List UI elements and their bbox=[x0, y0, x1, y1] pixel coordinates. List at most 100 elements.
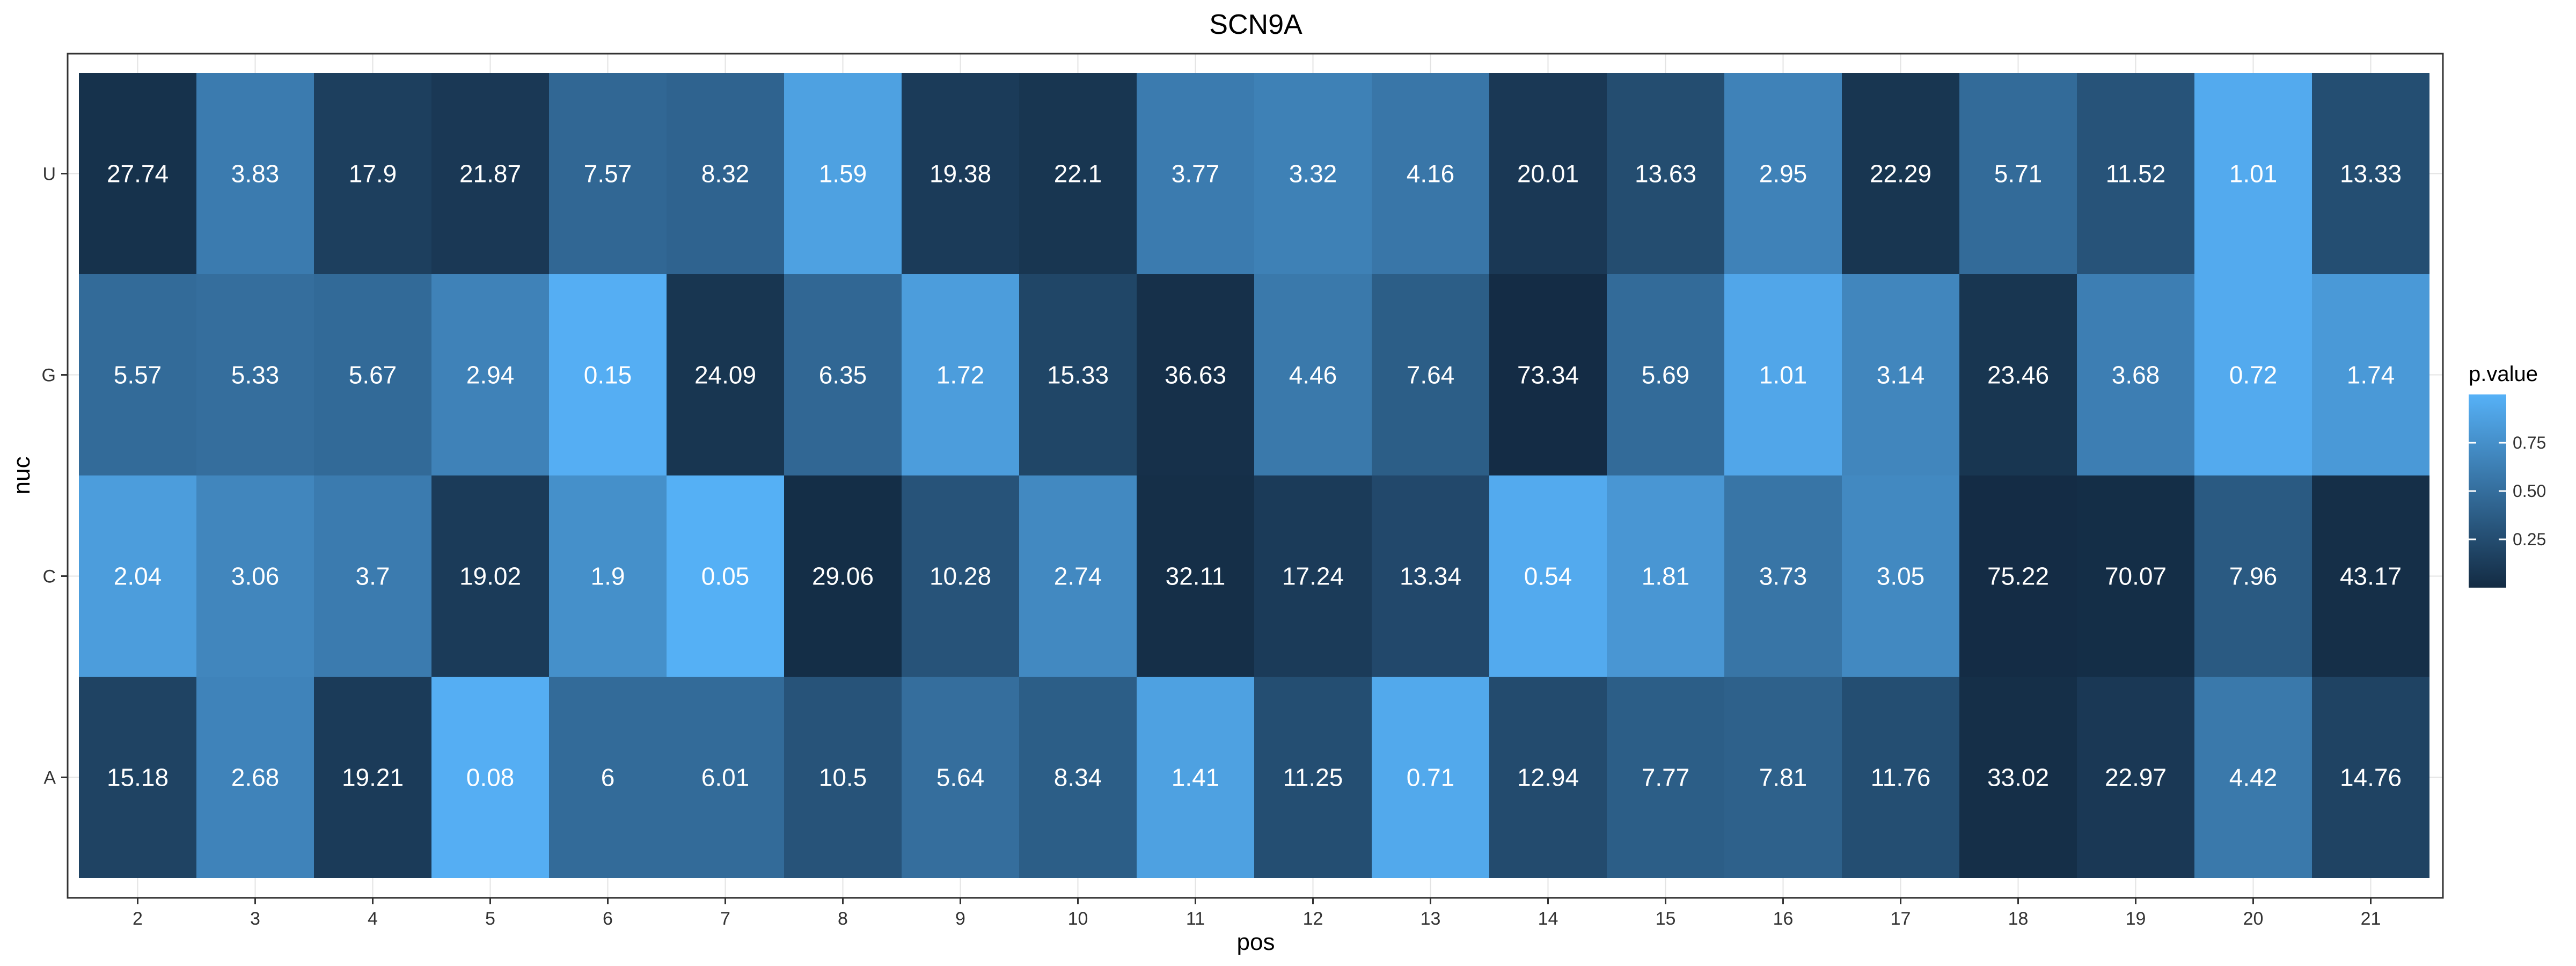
heatmap-cell-G-8 bbox=[784, 274, 902, 475]
heatmap-cell-U-19 bbox=[2077, 73, 2194, 274]
cell-label-A-19: 22.97 bbox=[2105, 764, 2167, 792]
cell-label-G-3: 5.33 bbox=[231, 361, 280, 389]
cell-label-G-9: 1.72 bbox=[936, 361, 985, 389]
cell-label-U-20: 1.01 bbox=[2229, 160, 2278, 188]
x-tick-label: 2 bbox=[133, 909, 143, 929]
cell-label-G-2: 5.57 bbox=[114, 361, 162, 389]
cell-label-U-15: 13.63 bbox=[1635, 160, 1696, 188]
heatmap-cell-C-12 bbox=[1254, 475, 1372, 677]
cell-label-A-18: 33.02 bbox=[1987, 764, 2049, 792]
cell-label-U-13: 4.16 bbox=[1407, 160, 1455, 188]
cell-label-C-20: 7.96 bbox=[2229, 562, 2278, 590]
cell-label-C-5: 19.02 bbox=[459, 562, 521, 590]
cell-label-C-2: 2.04 bbox=[114, 562, 162, 590]
heatmap-cell-U-3 bbox=[196, 73, 314, 274]
cell-label-A-21: 14.76 bbox=[2340, 764, 2402, 792]
cell-label-U-11: 3.77 bbox=[1172, 160, 1220, 188]
cell-label-A-10: 8.34 bbox=[1054, 764, 1102, 792]
heatmap-cell-C-9 bbox=[902, 475, 1019, 677]
x-tick-label: 10 bbox=[1068, 909, 1088, 929]
cell-label-U-12: 3.32 bbox=[1289, 160, 1337, 188]
heatmap-cell-G-4 bbox=[314, 274, 431, 475]
x-axis-ticks: 2 3 4 5 6 7 8 9 10 11 12 13 14 15 16 17 18 19 20 21 bbox=[133, 898, 2381, 929]
cell-label-U-21: 13.33 bbox=[2340, 160, 2402, 188]
heatmap-cell-C-6 bbox=[549, 475, 667, 677]
heatmap-cell-G-21 bbox=[2312, 274, 2429, 475]
cell-label-G-18: 23.46 bbox=[1987, 361, 2049, 389]
x-tick-label: 13 bbox=[1421, 909, 1441, 929]
cell-label-A-5: 0.08 bbox=[466, 764, 515, 792]
heatmap-cell-C-18 bbox=[1959, 475, 2077, 677]
heatmap-cell-A-9 bbox=[902, 677, 1019, 878]
cell-label-G-19: 3.68 bbox=[2112, 361, 2160, 389]
cell-label-A-20: 4.42 bbox=[2229, 764, 2278, 792]
heatmap-cell-A-16 bbox=[1724, 677, 1842, 878]
cell-label-G-13: 7.64 bbox=[1407, 361, 1455, 389]
cell-label-U-6: 7.57 bbox=[584, 160, 632, 188]
heatmap-cell-C-15 bbox=[1607, 475, 1724, 677]
heatmap-cell-G-10 bbox=[1019, 274, 1137, 475]
cell-label-G-5: 2.94 bbox=[466, 361, 515, 389]
cell-label-C-18: 75.22 bbox=[1987, 562, 2049, 590]
cell-label-C-14: 0.54 bbox=[1524, 562, 1572, 590]
x-tick-label: 6 bbox=[603, 909, 613, 929]
heatmap-cell-C-3 bbox=[196, 475, 314, 677]
heatmap-cell-G-3 bbox=[196, 274, 314, 475]
heatmap-cell-A-11 bbox=[1137, 677, 1254, 878]
cell-label-G-6: 0.15 bbox=[584, 361, 632, 389]
heatmap-cell-A-2 bbox=[79, 677, 196, 878]
heatmap-cell-U-15 bbox=[1607, 73, 1724, 274]
cell-label-G-12: 4.46 bbox=[1289, 361, 1337, 389]
heatmap-cell-U-7 bbox=[667, 73, 784, 274]
cell-label-A-2: 15.18 bbox=[107, 764, 169, 792]
heatmap-cell-G-11 bbox=[1137, 274, 1254, 475]
heatmap-cell-U-21 bbox=[2312, 73, 2429, 274]
heatmap-cell-A-5 bbox=[431, 677, 549, 878]
cell-label-G-16: 1.01 bbox=[1759, 361, 1807, 389]
cell-label-C-11: 32.11 bbox=[1166, 562, 1226, 590]
heatmap-cell-G-14 bbox=[1489, 274, 1607, 475]
cell-label-A-8: 10.5 bbox=[819, 764, 867, 792]
cell-label-G-10: 15.33 bbox=[1047, 361, 1109, 389]
cell-label-C-12: 17.24 bbox=[1282, 562, 1344, 590]
cell-label-C-13: 13.34 bbox=[1400, 562, 1461, 590]
heatmap-cell-G-19 bbox=[2077, 274, 2194, 475]
x-tick-label: 20 bbox=[2243, 909, 2264, 929]
heatmap-cell-C-4 bbox=[314, 475, 431, 677]
y-tick-label: G bbox=[42, 365, 56, 386]
heatmap-cell-U-4 bbox=[314, 73, 431, 274]
heatmap-cell-U-9 bbox=[902, 73, 1019, 274]
x-tick-label: 4 bbox=[368, 909, 378, 929]
x-tick-label: 16 bbox=[1773, 909, 1794, 929]
cell-label-C-17: 3.05 bbox=[1877, 562, 1925, 590]
heatmap-cell-C-16 bbox=[1724, 475, 1842, 677]
cell-label-G-11: 36.63 bbox=[1165, 361, 1226, 389]
cell-label-A-3: 2.68 bbox=[231, 764, 280, 792]
heatmap-cell-U-6 bbox=[549, 73, 667, 274]
heatmap-cell-U-18 bbox=[1959, 73, 2077, 274]
heatmap-cell-A-3 bbox=[196, 677, 314, 878]
heatmap-cell-C-17 bbox=[1842, 475, 1959, 677]
heatmap-cell-A-7 bbox=[667, 677, 784, 878]
cell-label-A-12: 11.25 bbox=[1283, 764, 1343, 792]
heatmap-cell-C-2 bbox=[79, 475, 196, 677]
heatmap-cell-G-2 bbox=[79, 274, 196, 475]
x-tick-label: 11 bbox=[1186, 909, 1205, 929]
heatmap-cell-A-19 bbox=[2077, 677, 2194, 878]
x-tick-label: 7 bbox=[720, 909, 730, 929]
heatmap-cell-A-17 bbox=[1842, 677, 1959, 878]
cell-label-G-20: 0.72 bbox=[2229, 361, 2278, 389]
cell-label-U-8: 1.59 bbox=[819, 160, 867, 188]
x-tick-label: 14 bbox=[1538, 909, 1558, 929]
y-axis-ticks: U G C A bbox=[42, 164, 68, 788]
cell-label-U-7: 8.32 bbox=[701, 160, 750, 188]
cell-label-U-9: 19.38 bbox=[930, 160, 991, 188]
x-tick-label: 19 bbox=[2126, 909, 2146, 929]
heatmap-cell-C-19 bbox=[2077, 475, 2194, 677]
heatmap-cell-U-11 bbox=[1137, 73, 1254, 274]
cell-label-A-14: 12.94 bbox=[1517, 764, 1579, 792]
heatmap-cell-A-13 bbox=[1372, 677, 1489, 878]
heatmap-cell-U-16 bbox=[1724, 73, 1842, 274]
cell-label-C-6: 1.9 bbox=[591, 562, 625, 590]
x-tick-label: 18 bbox=[2008, 909, 2029, 929]
